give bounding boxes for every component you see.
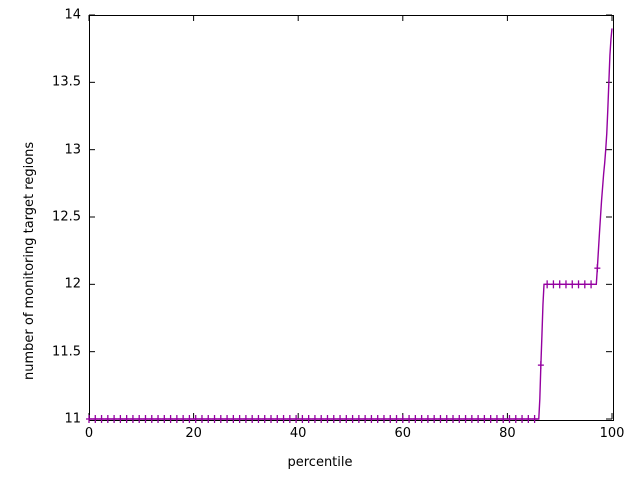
- x-tick-label: 100: [599, 426, 625, 441]
- y-tick-label: 12.5: [52, 209, 81, 225]
- x-axis-title: percentile: [287, 455, 353, 470]
- x-tick-label: 40: [289, 426, 307, 441]
- plot-area-border: [89, 15, 614, 421]
- y-tick-label: 11.5: [52, 344, 81, 360]
- y-tick-label: 11: [64, 411, 81, 427]
- y-tick-label: 13: [64, 142, 81, 158]
- y-tick-label: 13.5: [52, 74, 81, 90]
- y-tick-label: 14: [64, 7, 81, 23]
- y-tick-label: 12: [64, 276, 81, 292]
- y-axis-title: number of monitoring target regions: [22, 141, 37, 380]
- data-series-line: [89, 28, 613, 420]
- x-tick-label: 60: [394, 426, 412, 441]
- x-tick-label: 80: [499, 426, 516, 441]
- data-point-markers: [86, 264, 601, 423]
- x-tick-label: 20: [185, 426, 202, 441]
- x-tick-label: 0: [84, 426, 94, 441]
- axis-ticks: [88, 14, 613, 420]
